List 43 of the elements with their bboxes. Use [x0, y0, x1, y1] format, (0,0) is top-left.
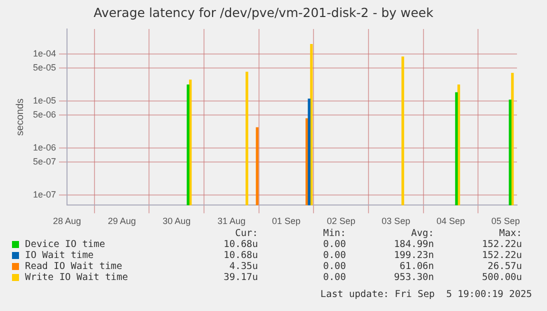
- x-tick-label: 02 Sep: [326, 216, 356, 226]
- text: 500.00u: [480, 272, 522, 283]
- x-tick-label: 28 Aug: [53, 216, 82, 226]
- text: 199.23n: [392, 250, 434, 261]
- text: 152.22u: [480, 250, 522, 261]
- text: 0.00: [322, 272, 346, 283]
- x-tick-label: 05 Sep: [491, 216, 520, 226]
- x-tick-label: 03 Sep: [382, 216, 410, 226]
- x-tick-label: 01 Sep: [272, 216, 301, 226]
- legend-label: Write IO Wait time: [25, 272, 129, 283]
- y-tick-label: 1e-07: [32, 189, 56, 200]
- legend-label: Device IO time: [25, 239, 106, 250]
- text: 10.68u: [222, 239, 258, 250]
- text: 953.30n: [392, 272, 434, 283]
- text: 152.22u: [480, 239, 522, 250]
- y-tick-label: 5e-07: [32, 156, 56, 166]
- y-tick-label: 5e-05: [32, 62, 56, 73]
- text: Cur:: [234, 228, 258, 239]
- x-tick-label: 04 Sep: [436, 216, 466, 226]
- text: 0.00: [322, 250, 346, 261]
- legend-label: Read IO Wait time: [25, 261, 124, 272]
- y-tick-label: 5e-06: [32, 110, 56, 120]
- text: 4.35u: [228, 261, 258, 272]
- y-axis-title: seconds: [14, 98, 26, 136]
- text: Max:: [498, 228, 522, 239]
- text: 39.17u: [222, 272, 258, 283]
- y-tick-label: 1e-05: [32, 95, 56, 106]
- x-tick-label: 29 Aug: [108, 216, 136, 226]
- text: Avg:: [410, 228, 434, 239]
- text: 26.57u: [486, 261, 522, 272]
- chart-title: Average latency for /dev/pve/vm-201-disk-2 - by week: [94, 4, 434, 20]
- text: 0.00: [322, 261, 346, 272]
- text: 184.99n: [392, 239, 434, 250]
- text: Min:: [322, 228, 346, 239]
- text: 61.06n: [398, 261, 434, 272]
- x-tick-label: 31 Aug: [217, 216, 246, 226]
- x-tick-label: 30 Aug: [162, 216, 191, 226]
- text: Last update: Fri Sep 5 19:00:19 2025: [320, 289, 532, 300]
- text: 0.00: [322, 239, 346, 250]
- text: 10.68u: [222, 250, 258, 261]
- y-tick-label: 1e-06: [32, 142, 56, 152]
- legend-label: IO Wait time: [25, 250, 95, 261]
- y-tick-label: 1e-04: [32, 48, 56, 58]
